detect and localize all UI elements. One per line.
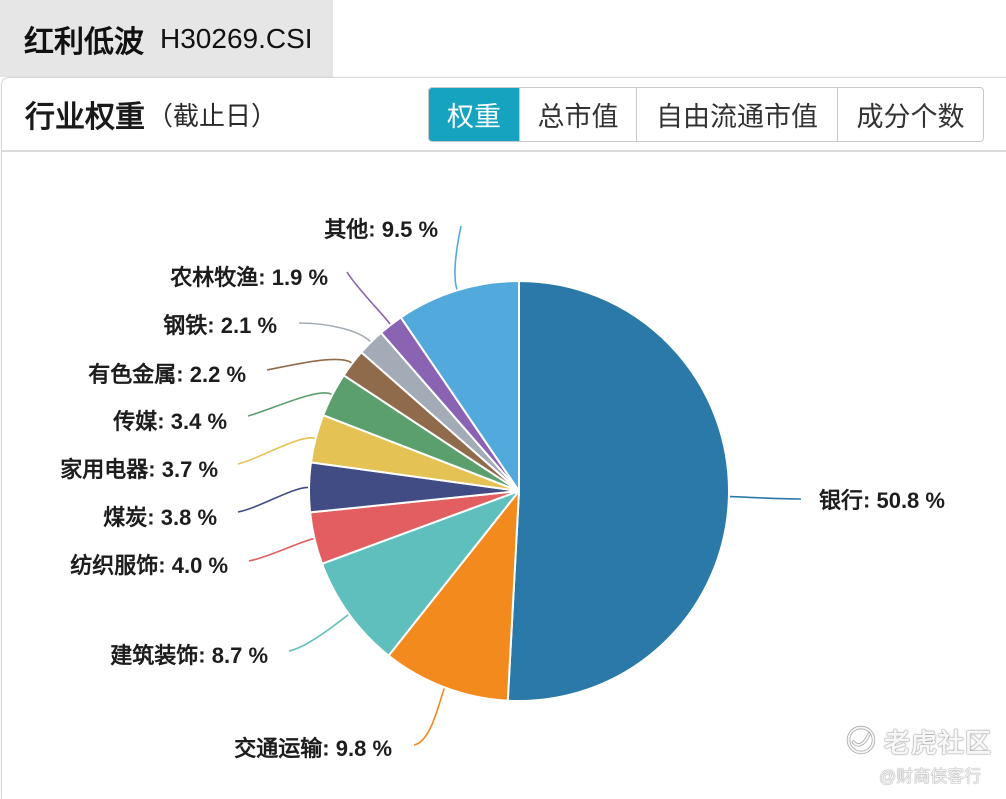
slice-unit: % (257, 313, 277, 338)
slice-category: 纺织服饰 (70, 553, 158, 578)
slice-value: 8.7 (212, 643, 243, 668)
slice-category: 钢铁 (163, 313, 207, 338)
slice-category: 农林牧渔 (169, 265, 258, 290)
toggle-weight-button[interactable]: 权重 (429, 88, 519, 141)
panel-header: 行业权重 （截止日） 权重 总市值 自由流通市值 成分个数 (2, 78, 1006, 152)
index-code: H30269.CSI (160, 22, 313, 54)
slice-label: 煤炭: 3.8 % (103, 505, 217, 530)
slice-unit: % (372, 736, 392, 761)
metric-toggle-group: 权重 总市值 自由流通市值 成分个数 (428, 87, 984, 142)
panel-date-note: （截止日） (147, 100, 278, 131)
slice-category: 交通运输 (234, 736, 323, 761)
slice-value: 9.8 (336, 736, 367, 761)
slice-label: 其他: 9.5 % (324, 217, 438, 242)
slice-value: 3.4 (171, 409, 202, 434)
slice-unit: % (226, 362, 246, 387)
label-leader-line (413, 688, 446, 746)
label-leader-line (288, 614, 349, 652)
label-leader-line (237, 437, 315, 465)
slice-category: 银行 (819, 488, 863, 513)
slice-label: 有色金属: 2.2 % (88, 362, 246, 387)
pie-slice[interactable] (506, 280, 730, 702)
slice-labels: 银行: 50.8 % 交通运输: 9.8 % 建筑装饰: 8.7 % 纺织服饰: 4.… (60, 217, 945, 761)
slice-value: 1.9 (272, 265, 303, 290)
slice-value: 50.8 (876, 488, 919, 513)
panel-title: 行业权重 （截止日） (25, 78, 277, 150)
panel-title-text: 行业权重 (25, 101, 145, 134)
slice-value: 9.5 (382, 217, 413, 242)
pie-slices (308, 280, 730, 702)
label-leader-line (248, 537, 314, 562)
watermark-brand: 老虎社区 (884, 728, 993, 758)
slice-value: 2.1 (221, 313, 252, 338)
index-tab[interactable]: 红利低波 H30269.CSI (0, 0, 333, 77)
label-leader-line (454, 225, 462, 290)
slice-unit: % (208, 553, 228, 578)
slice-unit: % (308, 265, 328, 290)
slice-unit: % (418, 217, 438, 242)
index-name: 红利低波 (24, 25, 144, 59)
slice-unit: % (197, 505, 217, 530)
industry-weight-pie-chart: 银行: 50.8 % 交通运输: 9.8 % 建筑装饰: 8.7 % 纺织服饰: 4.… (60, 217, 945, 761)
label-leader-line (729, 495, 802, 500)
slice-unit: % (198, 457, 218, 482)
toggle-total-market-cap-button[interactable]: 总市值 (519, 88, 636, 141)
slice-category: 有色金属 (88, 362, 176, 387)
label-leader-line (247, 392, 332, 417)
slice-value: 2.2 (190, 362, 221, 387)
slice-label: 钢铁: 2.1 % (163, 313, 277, 338)
slice-label: 传媒: 3.4 % (112, 409, 227, 434)
pie-slice[interactable] (399, 280, 520, 492)
toggle-free-float-market-cap-button[interactable]: 自由流通市值 (636, 88, 837, 141)
slice-value: 4.0 (172, 553, 203, 578)
slice-value: 3.8 (161, 505, 192, 530)
label-leader-line (346, 271, 391, 325)
slice-label: 家用电器: 3.7 % (60, 457, 218, 482)
slice-category: 家用电器 (60, 457, 149, 482)
label-leader-line (237, 486, 309, 513)
watermark-author: @财商侠客行 (879, 767, 982, 786)
pie-slice[interactable] (321, 490, 520, 657)
pie-slice[interactable] (387, 490, 520, 702)
slice-unit: % (207, 409, 227, 434)
slice-label: 交通运输: 9.8 % (234, 736, 392, 761)
label-leader-line (298, 322, 371, 342)
slice-label: 纺织服饰: 4.0 % (70, 553, 228, 578)
slice-label: 银行: 50.8 % (819, 488, 945, 513)
slice-unit: % (925, 488, 945, 513)
slice-category: 传媒 (112, 409, 158, 434)
slice-category: 煤炭 (103, 505, 147, 530)
slice-value: 3.7 (162, 457, 193, 482)
slice-label: 建筑装饰: 8.7 % (110, 643, 268, 668)
label-leader-line (266, 358, 352, 371)
label-leader-lines (237, 225, 802, 746)
toggle-constituent-count-button[interactable]: 成分个数 (837, 88, 983, 141)
slice-category: 建筑装饰 (110, 643, 198, 668)
slice-unit: % (248, 643, 268, 668)
slice-label: 农林牧渔: 1.9 % (169, 265, 328, 290)
tiger-community-logo-icon (846, 725, 876, 755)
slice-category: 其他 (324, 217, 368, 242)
